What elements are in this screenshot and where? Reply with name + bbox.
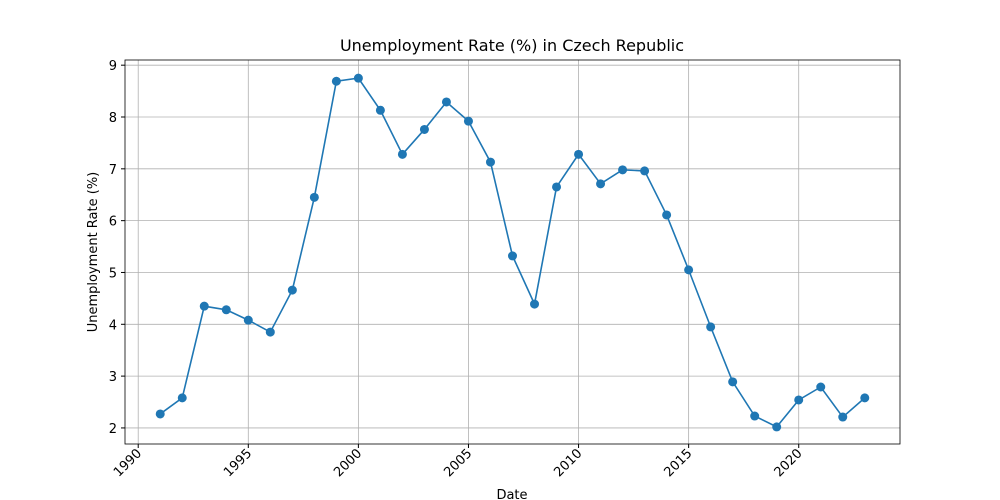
- y-tick-label: 5: [109, 266, 117, 281]
- data-point: [552, 182, 562, 192]
- data-point: [265, 327, 275, 337]
- data-point: [662, 210, 672, 220]
- data-point: [463, 116, 473, 126]
- y-axis-label: Unemployment Rate (%): [86, 172, 101, 333]
- data-point: [508, 251, 517, 261]
- chart-title: Unemployment Rate (%) in Czech Republic: [340, 36, 684, 55]
- data-point: [618, 165, 628, 175]
- plot-frame: [124, 59, 901, 445]
- data-point: [331, 76, 341, 86]
- data-point: [794, 395, 804, 405]
- data-point: [155, 409, 165, 419]
- y-tick-label: 3: [109, 370, 117, 385]
- data-point: [596, 179, 606, 189]
- y-tick-label: 2: [109, 422, 117, 437]
- data-point: [574, 149, 584, 159]
- data-point: [375, 105, 385, 115]
- data-point: [816, 382, 826, 392]
- data-point: [243, 315, 253, 325]
- data-point: [441, 97, 451, 107]
- data-point: [199, 301, 209, 311]
- data-point: [706, 322, 716, 332]
- y-tick-label: 6: [109, 215, 117, 230]
- y-tick-label: 9: [109, 59, 117, 74]
- y-tick-label: 8: [109, 111, 117, 126]
- data-point: [750, 411, 760, 421]
- data-point: [221, 305, 231, 315]
- data-point: [530, 299, 540, 309]
- data-point: [485, 157, 495, 167]
- y-tick-label: 4: [109, 318, 117, 333]
- data-point: [287, 285, 297, 295]
- data-point: [353, 73, 363, 83]
- data-point: [309, 192, 319, 202]
- data-point: [640, 166, 650, 176]
- data-point: [397, 149, 407, 159]
- x-axis-label: Date: [496, 488, 527, 500]
- data-point: [860, 393, 870, 403]
- data-point: [684, 265, 694, 275]
- data-point: [728, 377, 738, 387]
- y-tick-label: 7: [109, 163, 117, 178]
- data-point: [419, 124, 429, 134]
- data-point: [838, 412, 848, 422]
- data-point: [177, 393, 187, 403]
- data-point: [772, 422, 782, 432]
